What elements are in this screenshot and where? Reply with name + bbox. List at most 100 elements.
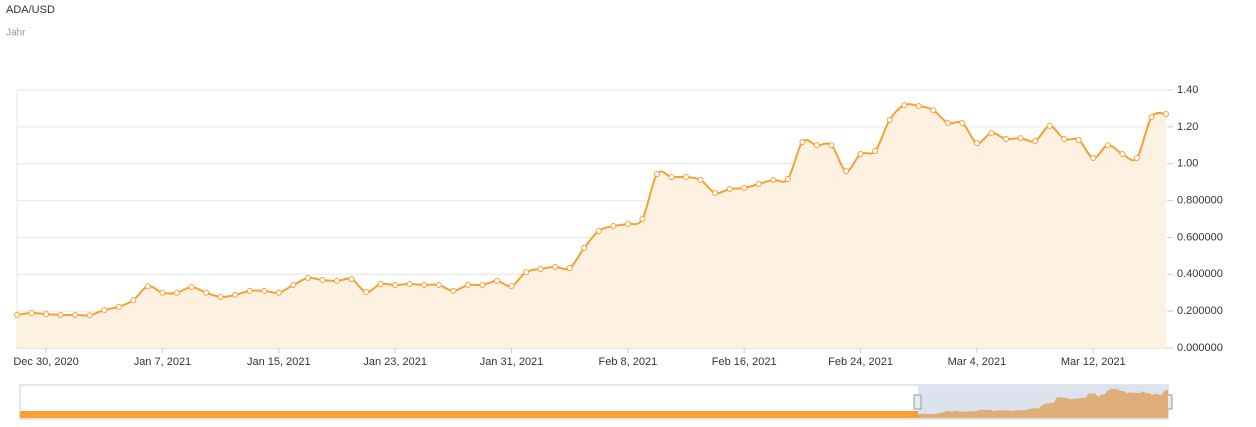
x-tick-label: Mar 12, 2021 [1061, 356, 1126, 368]
x-tick-label: Jan 31, 2021 [480, 356, 544, 368]
x-tick-label: Feb 8, 2021 [599, 356, 658, 368]
point [726, 185, 733, 192]
point [523, 269, 530, 276]
x-tick-label: Jan 15, 2021 [247, 356, 311, 368]
point [115, 303, 122, 310]
chart-subtitle: Jahr [6, 28, 26, 39]
point [508, 283, 515, 290]
x-tick-label: Feb 16, 2021 [712, 356, 777, 368]
point [348, 276, 355, 283]
point [246, 287, 253, 294]
navigator-handle[interactable] [913, 394, 922, 410]
point [1046, 122, 1053, 129]
area [17, 104, 1166, 348]
point [1133, 155, 1140, 162]
point [784, 176, 791, 183]
point [188, 284, 195, 291]
point [144, 283, 151, 290]
point [130, 297, 137, 304]
y-tick-label: 0.800000 [1177, 194, 1223, 206]
point [304, 274, 311, 281]
point [493, 277, 500, 284]
point [552, 263, 559, 270]
point [566, 265, 573, 272]
navigator-history [20, 411, 918, 418]
point [290, 281, 297, 288]
point [610, 223, 617, 230]
point [1090, 155, 1097, 162]
point [275, 289, 282, 296]
point [712, 190, 719, 197]
point [159, 289, 166, 296]
point [872, 147, 879, 154]
point [857, 150, 864, 157]
point [101, 307, 108, 314]
point [363, 288, 370, 295]
point [1003, 136, 1010, 143]
point [203, 289, 210, 296]
point [828, 142, 835, 149]
point [1119, 150, 1126, 157]
point [319, 276, 326, 283]
point [377, 281, 384, 288]
point [1163, 110, 1169, 117]
point [1104, 142, 1111, 149]
point [72, 312, 79, 319]
point [232, 291, 239, 298]
x-tick-label: Jan 7, 2021 [134, 356, 192, 368]
y-tick-label: 1.40 [1177, 84, 1198, 96]
point [639, 216, 646, 222]
x-tick-label: Feb 24, 2021 [828, 356, 893, 368]
point [421, 281, 428, 288]
point [915, 103, 922, 110]
y-tick-label: 0.000000 [1177, 342, 1223, 354]
point [1061, 136, 1068, 143]
point [261, 287, 268, 294]
point [624, 220, 631, 227]
point [57, 311, 64, 318]
point [333, 277, 340, 284]
point [595, 227, 602, 234]
y-tick-label: 0.400000 [1177, 268, 1223, 280]
point [1075, 136, 1082, 143]
point [479, 281, 486, 288]
y-tick-label: 0.600000 [1177, 231, 1223, 243]
y-tick-label: 1.20 [1177, 121, 1198, 133]
point [392, 281, 399, 288]
point [930, 107, 937, 114]
navigator-area [918, 388, 1168, 418]
point [464, 281, 471, 288]
point [43, 311, 50, 318]
point [755, 180, 762, 187]
point [435, 281, 442, 288]
point [581, 244, 588, 251]
point [770, 176, 777, 183]
point [1148, 114, 1155, 121]
point [537, 265, 544, 272]
x-tick-label: Mar 4, 2021 [948, 356, 1007, 368]
x-tick-label: Jan 23, 2021 [363, 356, 427, 368]
chart-title: ADA/USD [6, 4, 55, 16]
point [944, 119, 951, 126]
point [959, 119, 966, 126]
point [683, 173, 690, 180]
point [173, 289, 180, 296]
point [988, 129, 995, 136]
point [799, 138, 806, 145]
point [843, 168, 850, 175]
point [741, 185, 748, 192]
point [668, 173, 675, 180]
point [28, 309, 35, 316]
point [1032, 138, 1039, 145]
point [14, 311, 20, 318]
y-tick-label: 1.00 [1177, 158, 1198, 170]
point [86, 312, 93, 319]
y-tick-label: 0.200000 [1177, 305, 1223, 317]
x-tick-label: Dec 30, 2020 [13, 356, 78, 368]
point [217, 293, 224, 300]
point [973, 140, 980, 147]
point [653, 171, 660, 178]
point [813, 142, 820, 149]
point [1017, 135, 1024, 142]
point [406, 281, 413, 288]
